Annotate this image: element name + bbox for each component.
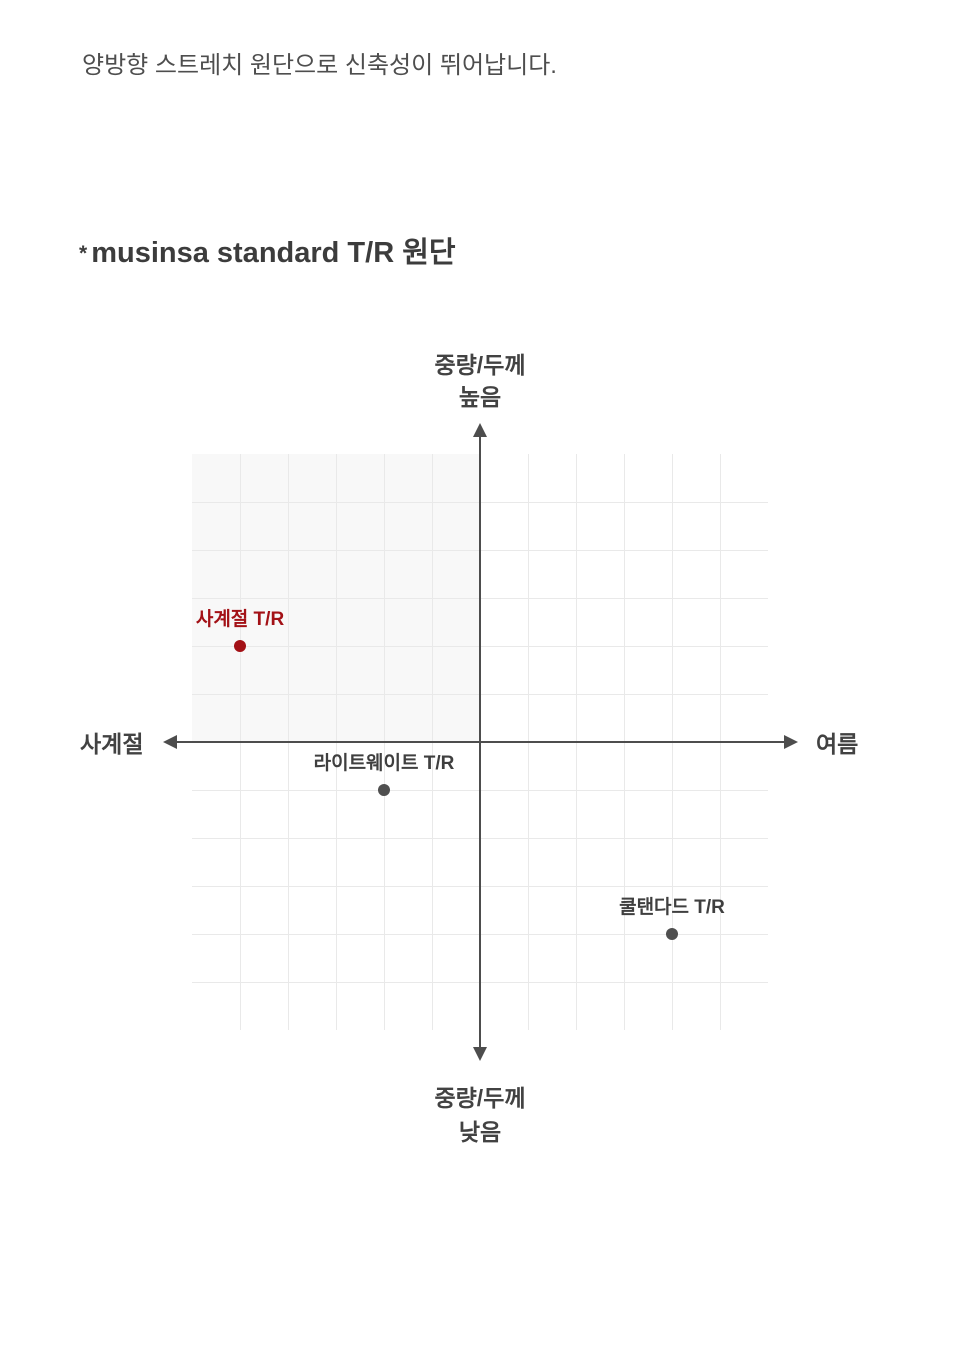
section-title: * musinsa standard T/R 원단 — [79, 236, 456, 273]
data-point-label: 쿨탠다드 T/R — [619, 897, 725, 918]
asterisk: * — [79, 242, 88, 265]
x-axis-right-label: 여름 — [816, 731, 859, 757]
data-point-dot — [378, 784, 390, 796]
y-axis-arrow-up-icon — [473, 423, 487, 437]
data-point-label: 사계절 T/R — [195, 609, 285, 630]
y-axis-bottom-label-line2: 낮음 — [458, 1119, 502, 1145]
data-point-label: 라이트웨이트 T/R — [313, 753, 455, 774]
y-axis-top-label-line1: 중량/두께 — [434, 352, 526, 378]
y-axis-line — [479, 435, 481, 1049]
section-title-text: musinsa standard T/R 원단 — [91, 237, 456, 269]
x-axis-arrow-right-icon — [784, 735, 798, 749]
x-axis-left-label: 사계절 — [80, 731, 144, 757]
data-point-dot — [234, 640, 246, 652]
y-axis-bottom-label: 중량/두께 낮음 — [434, 1081, 525, 1149]
y-axis-top-label: 중량/두께 높음 — [434, 349, 525, 413]
data-point-dot — [666, 928, 678, 940]
y-axis-bottom-label-line1: 중량/두께 — [434, 1085, 526, 1111]
intro-text: 양방향 스트레치 원단으로 신축성이 뛰어납니다. — [82, 52, 557, 79]
y-axis-arrow-down-icon — [473, 1047, 487, 1061]
y-axis-top-label-line2: 높음 — [458, 384, 502, 410]
x-axis-arrow-left-icon — [163, 735, 177, 749]
